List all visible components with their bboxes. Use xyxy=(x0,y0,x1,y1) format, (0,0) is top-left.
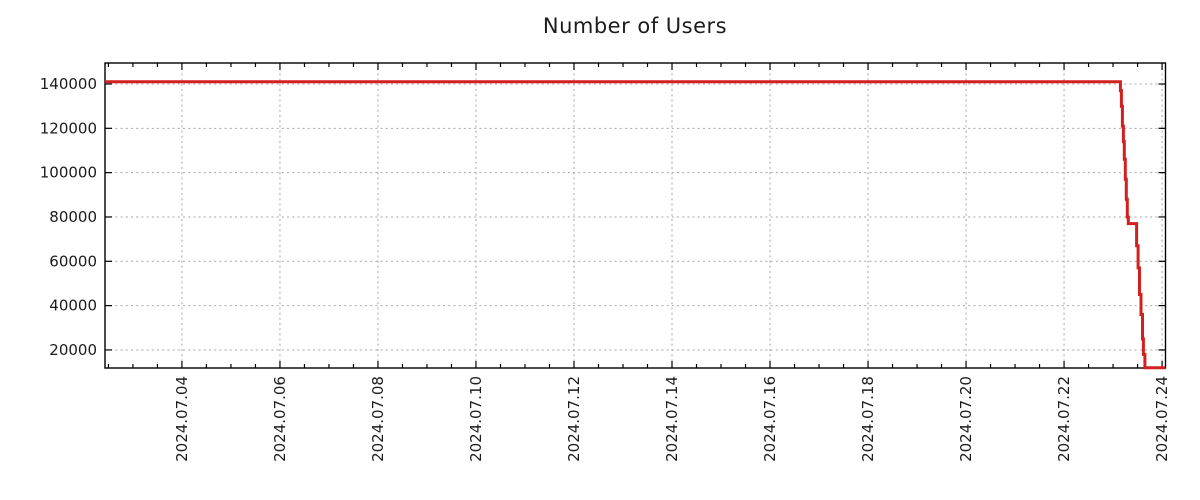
users-series-line xyxy=(105,80,1166,370)
x-tick-label: 2024.07.24 xyxy=(1153,376,1171,462)
y-tick-label: 140000 xyxy=(40,75,97,93)
x-tick-label: 2024.07.20 xyxy=(957,376,975,462)
x-tick-label: 2024.07.04 xyxy=(173,376,191,462)
x-tick-label: 2024.07.10 xyxy=(467,376,485,462)
chart-title: Number of Users xyxy=(542,14,728,38)
plot-border xyxy=(104,62,1167,369)
y-tick-label: 80000 xyxy=(49,208,97,226)
x-tick-label: 2024.07.14 xyxy=(663,376,681,462)
x-tick-label: 2024.07.22 xyxy=(1055,376,1073,462)
y-tick-label: 100000 xyxy=(40,164,97,182)
x-tick-label: 2024.07.16 xyxy=(761,376,779,462)
x-tick-label: 2024.07.12 xyxy=(565,376,583,462)
y-tick-label: 20000 xyxy=(49,341,97,359)
y-tick-label: 120000 xyxy=(40,119,97,137)
y-tick-label: 60000 xyxy=(49,252,97,270)
y-tick-label: 40000 xyxy=(49,297,97,315)
x-tick-label: 2024.07.08 xyxy=(369,376,387,462)
x-tick-label: 2024.07.18 xyxy=(859,376,877,462)
x-tick-label: 2024.07.06 xyxy=(271,376,289,462)
